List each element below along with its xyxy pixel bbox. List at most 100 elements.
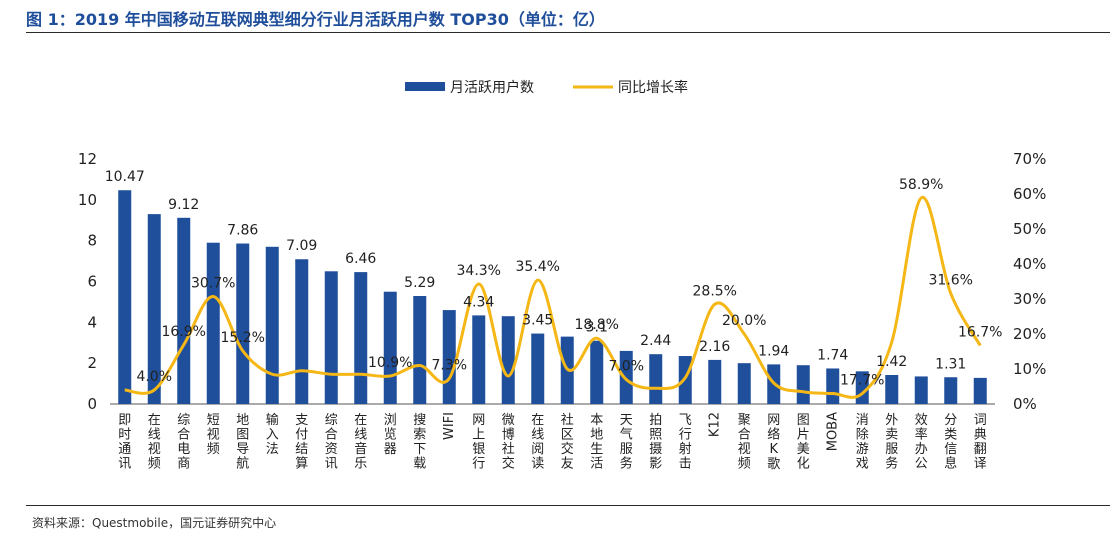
y-right-tick-label: 40% (1013, 255, 1046, 273)
y-right-tick-label: 50% (1013, 220, 1046, 238)
x-tick-label: MOBA (825, 412, 840, 451)
growth-line-path (124, 196, 982, 399)
bar (914, 376, 928, 404)
x-tick-label: 在线阅读 (531, 413, 544, 472)
growth-value-label: 4.0% (136, 369, 172, 385)
bar (118, 190, 132, 404)
bar (383, 291, 397, 404)
y-right-tick-label: 0% (1013, 395, 1037, 413)
x-tick-label: K12 (707, 412, 722, 437)
bar-value-label: 4.34 (463, 294, 494, 310)
bar-value-label: 9.12 (168, 197, 199, 213)
bar-value-label: 7.86 (227, 223, 258, 239)
y-right-tick-label: 30% (1013, 290, 1046, 308)
growth-value-label: 16.7% (958, 325, 1002, 341)
x-tick-label: 本地生活 (590, 413, 603, 472)
x-tick-label: 飞行射击 (679, 413, 692, 472)
growth-value-label: 35.4% (516, 259, 560, 275)
source-rule (26, 505, 1110, 506)
growth-value-label: 7.0% (608, 359, 644, 375)
x-tick-label: 社区交友 (561, 412, 574, 472)
legend-bar-label: 月活跃用户数 (450, 79, 534, 96)
bar (177, 217, 191, 404)
x-tick-label: 短视频 (207, 413, 220, 457)
bar (206, 242, 220, 404)
bar (796, 365, 810, 404)
x-tick-label: 图片美化 (797, 413, 810, 472)
x-tick-label: 网上银行 (472, 413, 485, 472)
y-left-tick-label: 4 (87, 313, 97, 331)
title-rule (26, 32, 1110, 33)
y-left-tick-label: 8 (87, 232, 97, 250)
growth-value-label: 30.7% (191, 276, 235, 292)
bar-value-label: 1.31 (935, 356, 966, 372)
growth-value-label: 18.8% (575, 317, 619, 333)
x-tick-label: 消除游戏 (856, 413, 869, 472)
data-labels: 10.47 9.12 7.86 7.09 6.46 5.29 4.34 3.45 3.1 2.44… (105, 169, 1003, 388)
bar-value-label: 6.46 (345, 251, 376, 267)
bar-value-label: 2.16 (699, 339, 730, 355)
y-right-tick-label: 70% (1013, 150, 1046, 168)
x-tick-label: 在线视频 (148, 413, 161, 472)
source-note: 资料来源：Questmobile，国元证券研究中心 (32, 516, 277, 530)
bar-value-label: 1.42 (876, 354, 907, 370)
growth-value-label: 58.9% (899, 177, 943, 193)
bar (413, 295, 427, 404)
axes: 0 2 4 6 8 10 12 0% 10% 20% 30% 40% 50% 60% 70% 即时通讯 在线视频… (78, 150, 1046, 472)
growth-value-label: 16.9% (162, 324, 206, 340)
growth-line (124, 196, 982, 399)
y-right-tick-label: 60% (1013, 185, 1046, 203)
x-tick-label: 输入法 (266, 412, 279, 457)
bar (236, 243, 250, 404)
y-right-tick-label: 20% (1013, 325, 1046, 343)
legend-bar-swatch (405, 82, 445, 91)
x-tick-label: 综合电商 (177, 413, 190, 472)
x-tick-label: 外卖服务 (885, 413, 898, 472)
growth-value-label: 20.0% (722, 313, 766, 329)
bar-value-label: 7.09 (286, 238, 317, 254)
x-tick-label: WIFI (442, 412, 457, 440)
bar-value-label: 10.47 (105, 169, 145, 185)
bar (265, 246, 279, 404)
y-left-tick-label: 6 (87, 273, 97, 291)
y-left-tick-label: 2 (87, 354, 97, 372)
growth-value-label: 7.3% (431, 357, 467, 373)
bar (708, 359, 722, 404)
x-tick-label: 词典翻译 (974, 413, 987, 472)
growth-value-label: 15.2% (221, 330, 265, 346)
y-right-tick-label: 10% (1013, 360, 1046, 378)
x-tick-label: 浏览器 (384, 412, 397, 457)
growth-value-label: 28.5% (693, 283, 737, 299)
bar (354, 272, 368, 404)
legend: 月活跃用户数 同比增长率 (405, 79, 688, 96)
bar (472, 315, 486, 404)
legend-line-label: 同比增长率 (618, 79, 688, 96)
bar (295, 259, 309, 404)
x-tick-label: 搜索下载 (413, 413, 426, 472)
growth-value-label: 34.3% (457, 263, 501, 279)
bar-value-label: 5.29 (404, 275, 435, 291)
bar (649, 354, 663, 404)
bar (501, 316, 515, 404)
bar (973, 377, 987, 404)
bar (324, 271, 338, 404)
x-tick-label: 效率办公 (915, 413, 928, 472)
bar (147, 214, 161, 404)
x-tick-label: 微博社交 (502, 413, 515, 472)
y-left-tick-label: 12 (78, 150, 97, 168)
bar-value-label: 1.74 (817, 347, 848, 363)
x-tick-label: 综合资讯 (325, 413, 338, 472)
bar (885, 375, 899, 404)
x-tick-label: 网络 K 歌 (767, 413, 780, 472)
bar (944, 377, 958, 404)
bar (531, 333, 545, 404)
bar-value-label: 3.1 (586, 320, 608, 336)
bar (737, 363, 751, 404)
bar (826, 368, 840, 404)
bar-value-label: 3.45 (522, 313, 553, 329)
y-left-tick-label: 0 (87, 395, 97, 413)
figure-title: 图 1：2019 年中国移动互联网典型细分行业月活跃用户数 TOP30（单位：亿… (26, 10, 605, 29)
x-tick-label: 聚合视频 (738, 413, 751, 472)
x-tick-label: 地图导航 (236, 413, 249, 472)
growth-value-label: 17.7% (840, 373, 884, 389)
